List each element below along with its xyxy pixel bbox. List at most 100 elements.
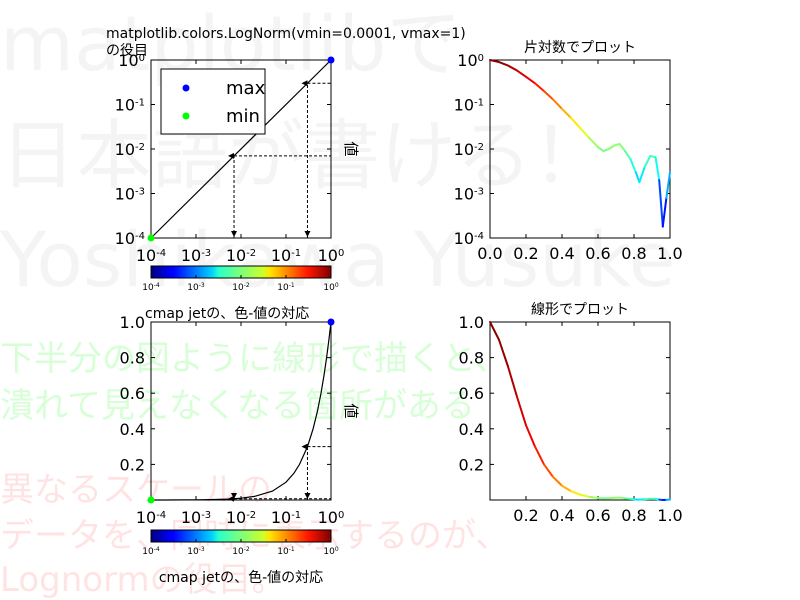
- series-segment: [525, 424, 536, 448]
- y-tick-label: 10-4: [115, 229, 145, 248]
- chart-title-line-2: の役目: [106, 43, 148, 59]
- colorbar-tick-label: 10-4: [142, 546, 160, 558]
- series-segment: [507, 64, 518, 72]
- guide-arrow-down: [304, 493, 311, 499]
- series-segment: [552, 475, 563, 487]
- legend-label-max: max: [226, 78, 266, 99]
- x-axis: 10-4 10-3 10-2 10-1 100: [136, 322, 344, 527]
- colorbar-label: cmap jetの、色-値の対応: [159, 569, 323, 586]
- y-tick-label: 100: [457, 51, 484, 70]
- x-tick-label: 0.2: [513, 506, 538, 525]
- plot-lines: [150, 59, 332, 239]
- series-segment: [588, 136, 599, 149]
- series-segment: [661, 196, 668, 228]
- legend-marker-max: [182, 84, 190, 92]
- chart-title: matplotlib.colors.LogNorm(vmin=0.0001, v…: [106, 26, 466, 42]
- colorbar-tick-label: 10-2: [232, 546, 250, 558]
- x-tick-label: 0.4: [549, 244, 574, 263]
- colorbar-tick-label: 10-1: [277, 282, 295, 294]
- guide-lines: [228, 443, 331, 502]
- y-axis: 0.2 0.4 0.6 0.8 1.0: [459, 313, 670, 474]
- x-tick-label: 0.6: [585, 244, 610, 263]
- colorbar-tick-label: 10-4: [142, 282, 160, 294]
- series-segment: [525, 75, 536, 85]
- series-segment: [543, 463, 554, 478]
- x-tick-label: 10-2: [226, 508, 256, 527]
- colorbar-tick-label: 100: [323, 282, 338, 294]
- chart-title: cmap jetの、色-値の対応: [145, 305, 309, 322]
- x-tick-label: 1.0: [657, 506, 682, 525]
- series-segment: [607, 144, 616, 150]
- series-segment: [665, 171, 671, 199]
- colorbar-tick-label: 100: [323, 546, 338, 558]
- series-segment: [543, 90, 554, 101]
- x-tick-label: 0.6: [585, 506, 610, 525]
- x-axis: 0.0 0.2 0.4 0.6 0.8 1.0: [477, 60, 683, 263]
- x-tick-label: 0.2: [513, 244, 538, 263]
- y-axis: 0.2 0.4 0.6 0.8 1.0: [120, 313, 331, 474]
- plot-frame: [489, 59, 671, 239]
- y-tick-label: 10-3: [115, 185, 145, 204]
- plot-lines: [151, 321, 332, 501]
- plot-lines: [489, 59, 671, 228]
- series-segment: [618, 142, 626, 153]
- chart-semilog-plot: 片対数でプロット 0.0 0.2 0.4 0.6 0.8 1.0 10-4 10-3 10-2…: [454, 40, 683, 263]
- y-tick-label: 0.2: [120, 455, 145, 474]
- series-segment: [634, 171, 641, 184]
- series-segment: [638, 165, 646, 184]
- chart-title: 線形でプロット: [531, 302, 629, 318]
- legend-marker-min: [182, 112, 190, 120]
- marker-max: [327, 318, 335, 326]
- chart-linear-plot: 線形でプロット 0.2 0.4 0.6 0.8 1.0 0.2 0.4 0.6 0.8 1.0: [459, 302, 683, 525]
- y-axis: 10-4 10-3 10-2 10-1 100: [454, 51, 670, 248]
- series-segment: [643, 154, 652, 168]
- scatter-markers: [147, 318, 335, 504]
- x-tick-label: 10-2: [226, 246, 256, 265]
- scatter-markers: [147, 56, 335, 242]
- y-tick-label: 0.6: [459, 384, 484, 403]
- x-tick-label: 1.0: [657, 244, 682, 263]
- plot-lines: [489, 321, 671, 501]
- y-axis-label: 値: [342, 403, 360, 418]
- y-tick-label: 1.0: [120, 313, 145, 332]
- y-tick-label: 0.8: [459, 349, 484, 368]
- y-tick-label: 1.0: [459, 313, 484, 332]
- x-tick-label: 10-3: [181, 246, 211, 265]
- chart-log-mapping: matplotlib.colors.LogNorm(vmin=0.0001, v…: [106, 26, 466, 293]
- y-tick-label: 0.6: [120, 384, 145, 403]
- y-tick-label: 10-1: [454, 96, 484, 115]
- x-tick-label: 10-1: [271, 508, 301, 527]
- plot-frame: [489, 321, 671, 501]
- series-segment: [534, 82, 545, 93]
- marker-min: [147, 234, 155, 242]
- y-tick-label: 10-1: [115, 96, 145, 115]
- legend: max min: [160, 68, 266, 135]
- y-tick-label: 10-3: [454, 185, 484, 204]
- colorbar-tick-label: 10-2: [232, 282, 250, 294]
- y-tick-label: 0.4: [120, 420, 145, 439]
- colorbar-ticks: 10-4 10-3 10-2 10-1 100: [142, 539, 339, 557]
- y-axis: 10-4 10-3 10-2 10-1 100: [115, 51, 331, 248]
- series-line: [150, 59, 332, 239]
- series-segment: [561, 107, 572, 119]
- series-segment: [507, 365, 518, 398]
- series-segment: [489, 321, 500, 341]
- y-tick-label: 0.2: [459, 455, 484, 474]
- x-axis: 10-4 10-3 10-2 10-1 100: [136, 60, 344, 265]
- series-segment: [629, 157, 637, 174]
- colorbar-ticks: 10-4 10-3 10-2 10-1 100: [142, 275, 339, 293]
- marker-min: [147, 496, 155, 504]
- x-tick-label: 10-1: [271, 246, 301, 265]
- series-segment: [489, 59, 500, 64]
- series-segment: [579, 493, 590, 498]
- series-segment: [570, 116, 581, 129]
- series-segment: [516, 69, 527, 78]
- series-segment: [534, 445, 545, 466]
- colorbar-tick-label: 10-1: [277, 546, 295, 558]
- y-tick-label: 0.4: [459, 420, 484, 439]
- legend-frame: [160, 68, 266, 135]
- y-axis-label: 値: [342, 141, 360, 156]
- colorbar-tick-label: 10-3: [187, 546, 205, 558]
- y-tick-label: 100: [118, 51, 145, 70]
